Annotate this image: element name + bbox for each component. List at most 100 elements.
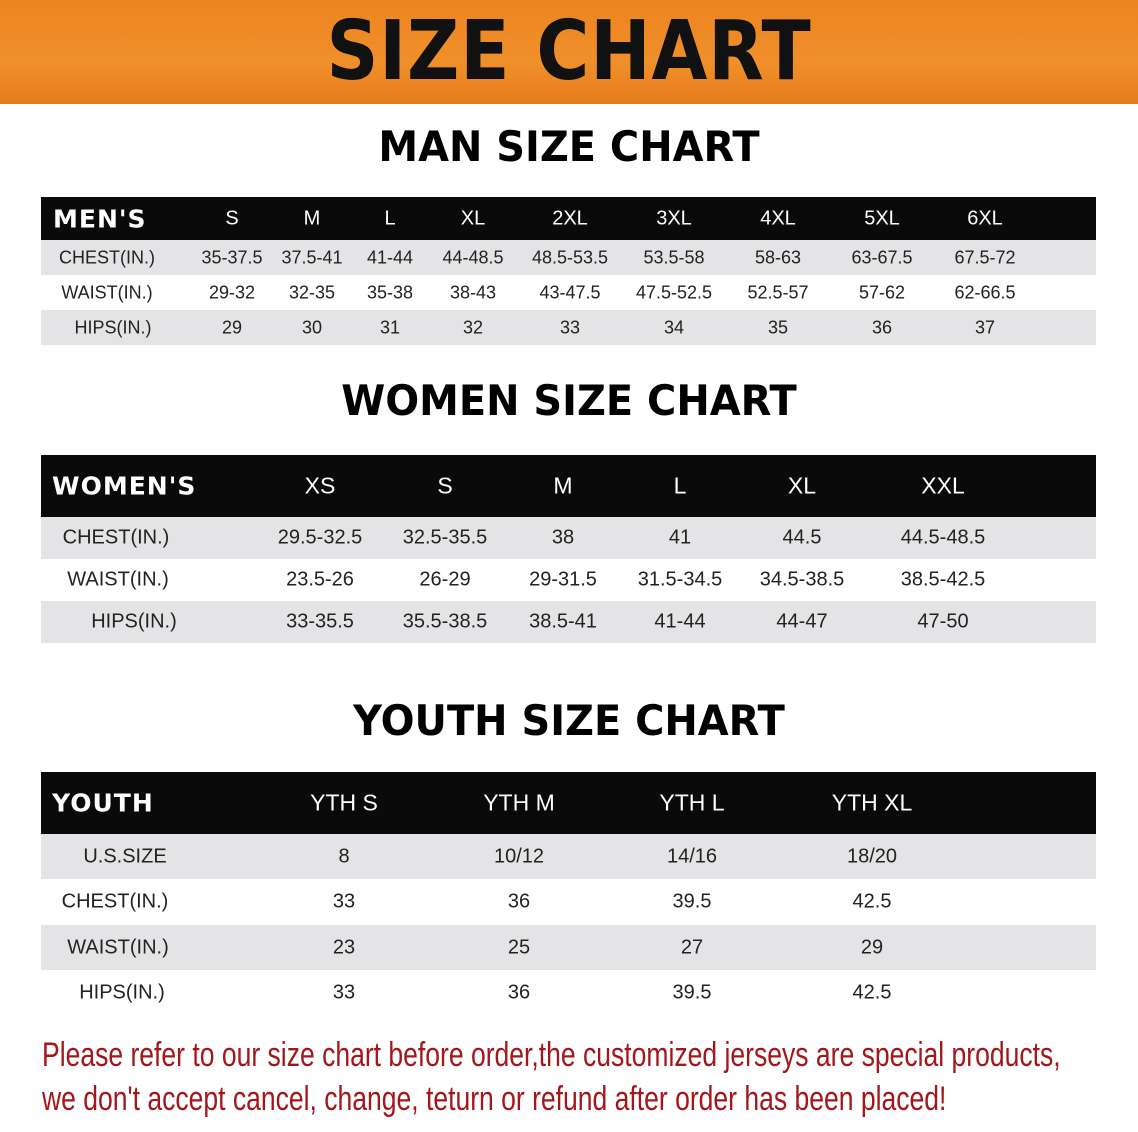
table-corner-label: YOUTH bbox=[52, 788, 154, 818]
table-cell: 29 bbox=[860, 936, 884, 958]
table-row: HIPS(IN.) 33 36 39.5 42.5 bbox=[41, 970, 1096, 1015]
table-cell: 34.5-38.5 bbox=[759, 568, 845, 591]
table-cell: 35.5-38.5 bbox=[402, 610, 488, 633]
table-header-row: YOUTH YTH S YTH M YTH L YTH XL bbox=[41, 772, 1096, 834]
table-cell: 27 bbox=[680, 936, 704, 958]
table-cell: 33 bbox=[332, 890, 356, 913]
banner-title: SIZE CHART bbox=[326, 4, 812, 99]
table-cell: 33 bbox=[332, 981, 356, 1003]
table-cell: 32.5-35.5 bbox=[402, 526, 488, 549]
table-cell: 42.5 bbox=[852, 981, 892, 1003]
size-header-xs: XS bbox=[304, 472, 336, 499]
size-header-xl: XL bbox=[460, 207, 486, 229]
table-header-row: WOMEN'S XS S M L XL XXL bbox=[41, 455, 1096, 517]
women-section-title: WOMEN SIZE CHART bbox=[341, 376, 797, 425]
table-cell: 37 bbox=[974, 317, 996, 337]
notice-line-1: Please refer to our size chart before or… bbox=[42, 1036, 1061, 1074]
table-cell: 57-62 bbox=[858, 282, 906, 302]
women-size-table: WOMEN'S XS S M L XL XXL CHEST(IN.) 29.5-32.5 32.5… bbox=[41, 455, 1096, 643]
table-cell: 41-44 bbox=[366, 247, 414, 267]
table-row: HIPS(IN.) 33-35.5 35.5-38.5 38.5-41 41-44 44-… bbox=[41, 601, 1096, 643]
size-header-4xl: 4XL bbox=[760, 207, 796, 229]
size-header-s: S bbox=[437, 472, 453, 499]
table-cell: 35-38 bbox=[366, 282, 414, 302]
table-cell: 30 bbox=[301, 317, 323, 337]
row-label: WAIST(IN.) bbox=[67, 936, 169, 958]
row-label: HIPS(IN.) bbox=[74, 317, 152, 337]
table-cell: 44.5-48.5 bbox=[900, 526, 986, 549]
size-header-xl: XL bbox=[787, 472, 817, 499]
table-cell: 37.5-41 bbox=[281, 247, 343, 267]
size-header-6xl: 6XL bbox=[967, 207, 1003, 229]
table-cell: 29 bbox=[221, 317, 243, 337]
table-cell: 39.5 bbox=[672, 890, 712, 913]
size-header-yth-s: YTH S bbox=[310, 789, 378, 816]
table-row: U.S.SIZE 8 10/12 14/16 18/20 bbox=[41, 834, 1096, 879]
table-cell: 31 bbox=[379, 317, 401, 337]
table-cell: 23 bbox=[332, 936, 356, 958]
table-row: HIPS(IN.) 29 30 31 32 33 34 35 36 37 bbox=[41, 310, 1096, 345]
men-section-title: MAN SIZE CHART bbox=[378, 122, 760, 171]
size-header-5xl: 5XL bbox=[864, 207, 900, 229]
row-label: U.S.SIZE bbox=[83, 845, 167, 867]
table-cell: 39.5 bbox=[672, 981, 712, 1003]
table-cell: 44.5 bbox=[782, 526, 822, 549]
row-label: CHEST(IN.) bbox=[61, 890, 169, 913]
table-row: WAIST(IN.) 23 25 27 29 bbox=[41, 925, 1096, 970]
table-cell: 23.5-26 bbox=[286, 568, 354, 591]
table-cell: 38.5-42.5 bbox=[900, 568, 986, 591]
table-cell: 38.5-41 bbox=[529, 610, 597, 633]
table-header-row: MEN'S S M L XL 2XL 3XL 4XL 5XL 6XL bbox=[41, 197, 1096, 240]
size-header-s: S bbox=[225, 207, 239, 229]
row-label: CHEST(IN.) bbox=[59, 247, 155, 267]
size-header-yth-l: YTH L bbox=[659, 789, 725, 816]
table-cell: 36 bbox=[507, 890, 531, 913]
table-cell: 18/20 bbox=[846, 845, 898, 867]
youth-size-table: YOUTH YTH S YTH M YTH L YTH XL U.S.SIZE 8 10/12… bbox=[41, 772, 1096, 1015]
table-cell: 32 bbox=[462, 317, 484, 337]
size-header-m: M bbox=[553, 472, 573, 499]
size-header-2xl: 2XL bbox=[552, 207, 588, 229]
table-cell: 62-66.5 bbox=[954, 282, 1016, 302]
table-cell: 43-47.5 bbox=[539, 282, 601, 302]
table-cell: 36 bbox=[507, 981, 531, 1003]
row-label: CHEST(IN.) bbox=[62, 526, 170, 549]
row-label: HIPS(IN.) bbox=[91, 610, 177, 633]
size-header-yth-m: YTH M bbox=[483, 789, 555, 816]
table-cell: 36 bbox=[871, 317, 893, 337]
banner: SIZE CHART bbox=[0, 0, 1138, 104]
table-cell: 34 bbox=[663, 317, 685, 337]
men-size-table: MEN'S S M L XL 2XL 3XL 4XL 5XL 6XL CHEST(IN.) 35-37… bbox=[41, 197, 1096, 345]
size-header-xxl: XXL bbox=[921, 472, 965, 499]
table-row: CHEST(IN.) 35-37.5 37.5-41 41-44 44-48.5 48.5… bbox=[41, 240, 1096, 275]
table-cell: 53.5-58 bbox=[643, 247, 705, 267]
size-header-l: L bbox=[673, 472, 687, 499]
table-cell: 47-50 bbox=[917, 610, 969, 633]
table-cell: 48.5-53.5 bbox=[531, 247, 609, 267]
table-cell: 42.5 bbox=[852, 890, 892, 913]
table-cell: 63-67.5 bbox=[851, 247, 913, 267]
table-cell: 47.5-52.5 bbox=[635, 282, 713, 302]
table-cell: 26-29 bbox=[419, 568, 471, 591]
table-cell: 35-37.5 bbox=[201, 247, 263, 267]
row-label: HIPS(IN.) bbox=[79, 981, 165, 1003]
table-cell: 31.5-34.5 bbox=[637, 568, 723, 591]
table-cell: 8 bbox=[338, 845, 350, 867]
table-row: WAIST(IN.) 29-32 32-35 35-38 38-43 43-47.5 47.… bbox=[41, 275, 1096, 310]
size-header-m: M bbox=[303, 207, 321, 229]
table-cell: 29-31.5 bbox=[529, 568, 597, 591]
table-cell: 44-47 bbox=[776, 610, 828, 633]
table-cell: 25 bbox=[507, 936, 531, 958]
row-label: WAIST(IN.) bbox=[61, 282, 153, 302]
table-row: WAIST(IN.) 23.5-26 26-29 29-31.5 31.5-34.5 34… bbox=[41, 559, 1096, 601]
table-cell: 67.5-72 bbox=[954, 247, 1016, 267]
table-row: CHEST(IN.) 33 36 39.5 42.5 bbox=[41, 879, 1096, 925]
table-cell: 41 bbox=[668, 526, 692, 549]
table-cell: 41-44 bbox=[654, 610, 706, 633]
table-cell: 29.5-32.5 bbox=[277, 526, 363, 549]
table-cell: 38 bbox=[551, 526, 575, 549]
size-header-yth-xl: YTH XL bbox=[831, 789, 913, 816]
size-header-l: L bbox=[384, 207, 396, 229]
table-corner-label: MEN'S bbox=[53, 204, 147, 233]
table-row: CHEST(IN.) 29.5-32.5 32.5-35.5 38 41 44.5 44.5… bbox=[41, 517, 1096, 559]
